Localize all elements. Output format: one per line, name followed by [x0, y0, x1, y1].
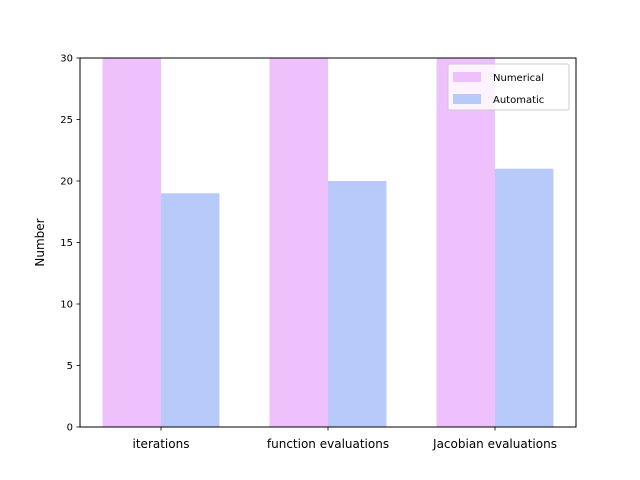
legend-label-numerical: Numerical [493, 73, 544, 84]
bar-numerical-0 [102, 58, 161, 427]
y-tick-label: 10 [60, 300, 73, 311]
y-axis: 0 5 10 15 20 25 30 [60, 54, 80, 434]
legend: Numerical Automatic [447, 63, 570, 111]
y-tick-label: 25 [60, 115, 73, 126]
y-tick-label: 0 [67, 423, 73, 434]
y-axis-label: Number [33, 218, 47, 266]
bars-layer [102, 58, 554, 427]
bar-numerical-2 [436, 58, 496, 427]
bar-numerical-1 [269, 58, 328, 427]
x-tick-label: Jacobian evaluations [432, 437, 557, 451]
y-tick-label: 20 [60, 177, 73, 188]
x-axis: iterations function evaluations Jacobian e… [133, 427, 557, 451]
legend-label-automatic: Automatic [493, 95, 544, 106]
x-tick-label: function evaluations [267, 437, 389, 451]
bar-automatic-2 [495, 168, 554, 427]
y-tick-label: 30 [60, 54, 73, 65]
bar-automatic-0 [160, 193, 220, 427]
legend-swatch-numerical [453, 72, 481, 82]
y-tick-label: 15 [60, 238, 73, 249]
x-tick-label: iterations [133, 437, 190, 451]
bar-automatic-1 [328, 181, 387, 427]
y-tick-label: 5 [67, 361, 73, 372]
legend-swatch-automatic [453, 94, 481, 104]
